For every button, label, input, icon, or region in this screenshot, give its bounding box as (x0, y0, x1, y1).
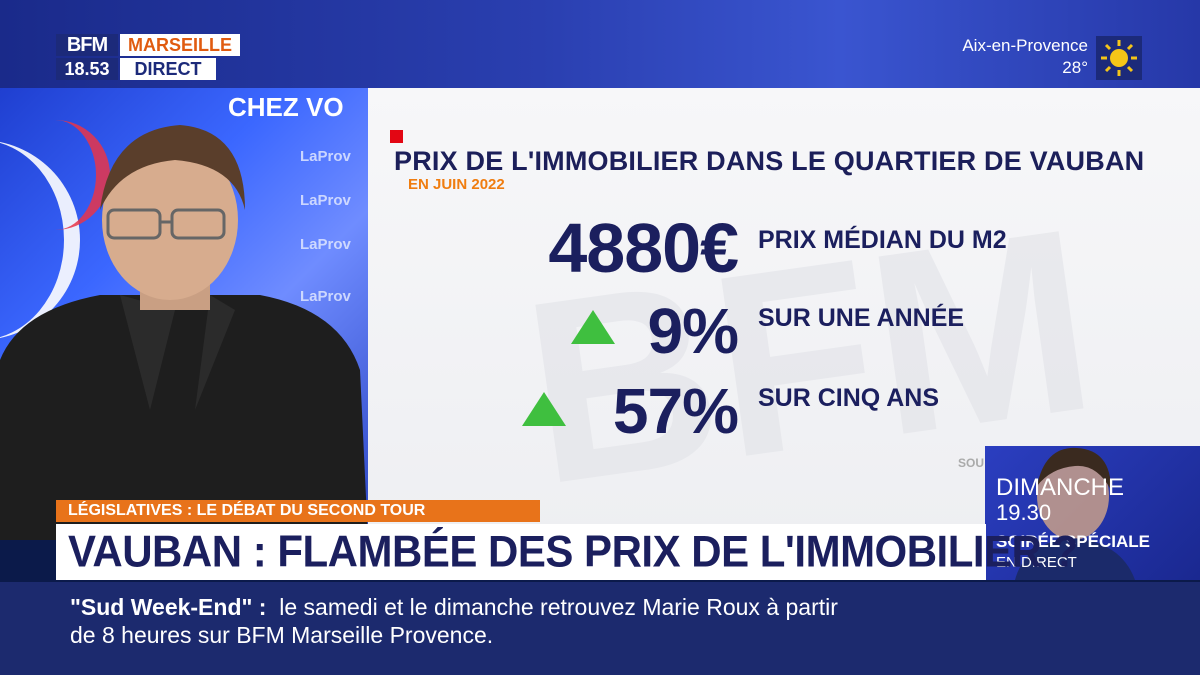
stat-value-median-price: 4880€ (548, 209, 739, 287)
headline-bar (56, 524, 986, 580)
studio-wall-logo: LaProv (300, 192, 351, 209)
segment-tag: LÉGISLATIVES : LE DÉBAT DU SECOND TOUR (56, 500, 540, 522)
clock: 18.53 (56, 58, 118, 80)
promo-box (985, 446, 1200, 580)
title-marker (390, 130, 403, 143)
ticker-show-name: "Sud Week-End" : (70, 594, 267, 620)
stat-label-one-year: SUR UNE ANNÉE (758, 304, 965, 332)
promo-day: DIMANCHE (996, 474, 1125, 501)
studio-wall-title: CHEZ VO (228, 92, 344, 122)
channel-logo: BFM (56, 34, 118, 56)
promo-show: SOIRÉE SPÉCIALE (996, 532, 1150, 551)
stat-value-one-year: 9% (647, 295, 739, 367)
news-ticker (0, 582, 1200, 675)
trend-up-icon (522, 392, 566, 426)
graphic-title: PRIX DE L'IMMOBILIER DANS LE QUARTIER DE… (394, 146, 1145, 176)
weather-temperature: 28° (1062, 58, 1088, 77)
promo-time: 19.30 (996, 500, 1052, 525)
weather-city: Aix-en-Provence (962, 36, 1088, 55)
ticker-text-1: le samedi et le dimanche retrouvez Marie… (279, 594, 838, 620)
ticker-text-2: de 8 heures sur BFM Marseille Provence. (70, 622, 494, 648)
source-note: SOU (958, 456, 985, 470)
studio-wall-logo: LaProv (300, 236, 351, 253)
stat-label-five-years: SUR CINQ ANS (758, 384, 940, 412)
guest-person (0, 125, 368, 540)
headline: VAUBAN : FLAMBÉE DES PRIX DE L'IMMOBILIE… (68, 526, 1078, 577)
stat-value-five-years: 57% (612, 375, 739, 447)
ticker-line-1: "Sud Week-End" : le samedi et le dimanch… (70, 594, 838, 621)
graphic-subtitle: EN JUIN 2022 (408, 176, 505, 193)
channel-city: MARSEILLE (120, 34, 240, 56)
sun-icon (1096, 36, 1142, 80)
promo-live: EN DIRECT (996, 554, 1077, 571)
live-badge: DIRECT (120, 58, 216, 80)
studio-wall-logo: LaProv (300, 148, 351, 165)
studio-wall-logo: LaProv (300, 288, 351, 305)
trend-up-icon (571, 310, 615, 344)
stat-label-median-price: PRIX MÉDIAN DU M2 (758, 226, 1007, 254)
